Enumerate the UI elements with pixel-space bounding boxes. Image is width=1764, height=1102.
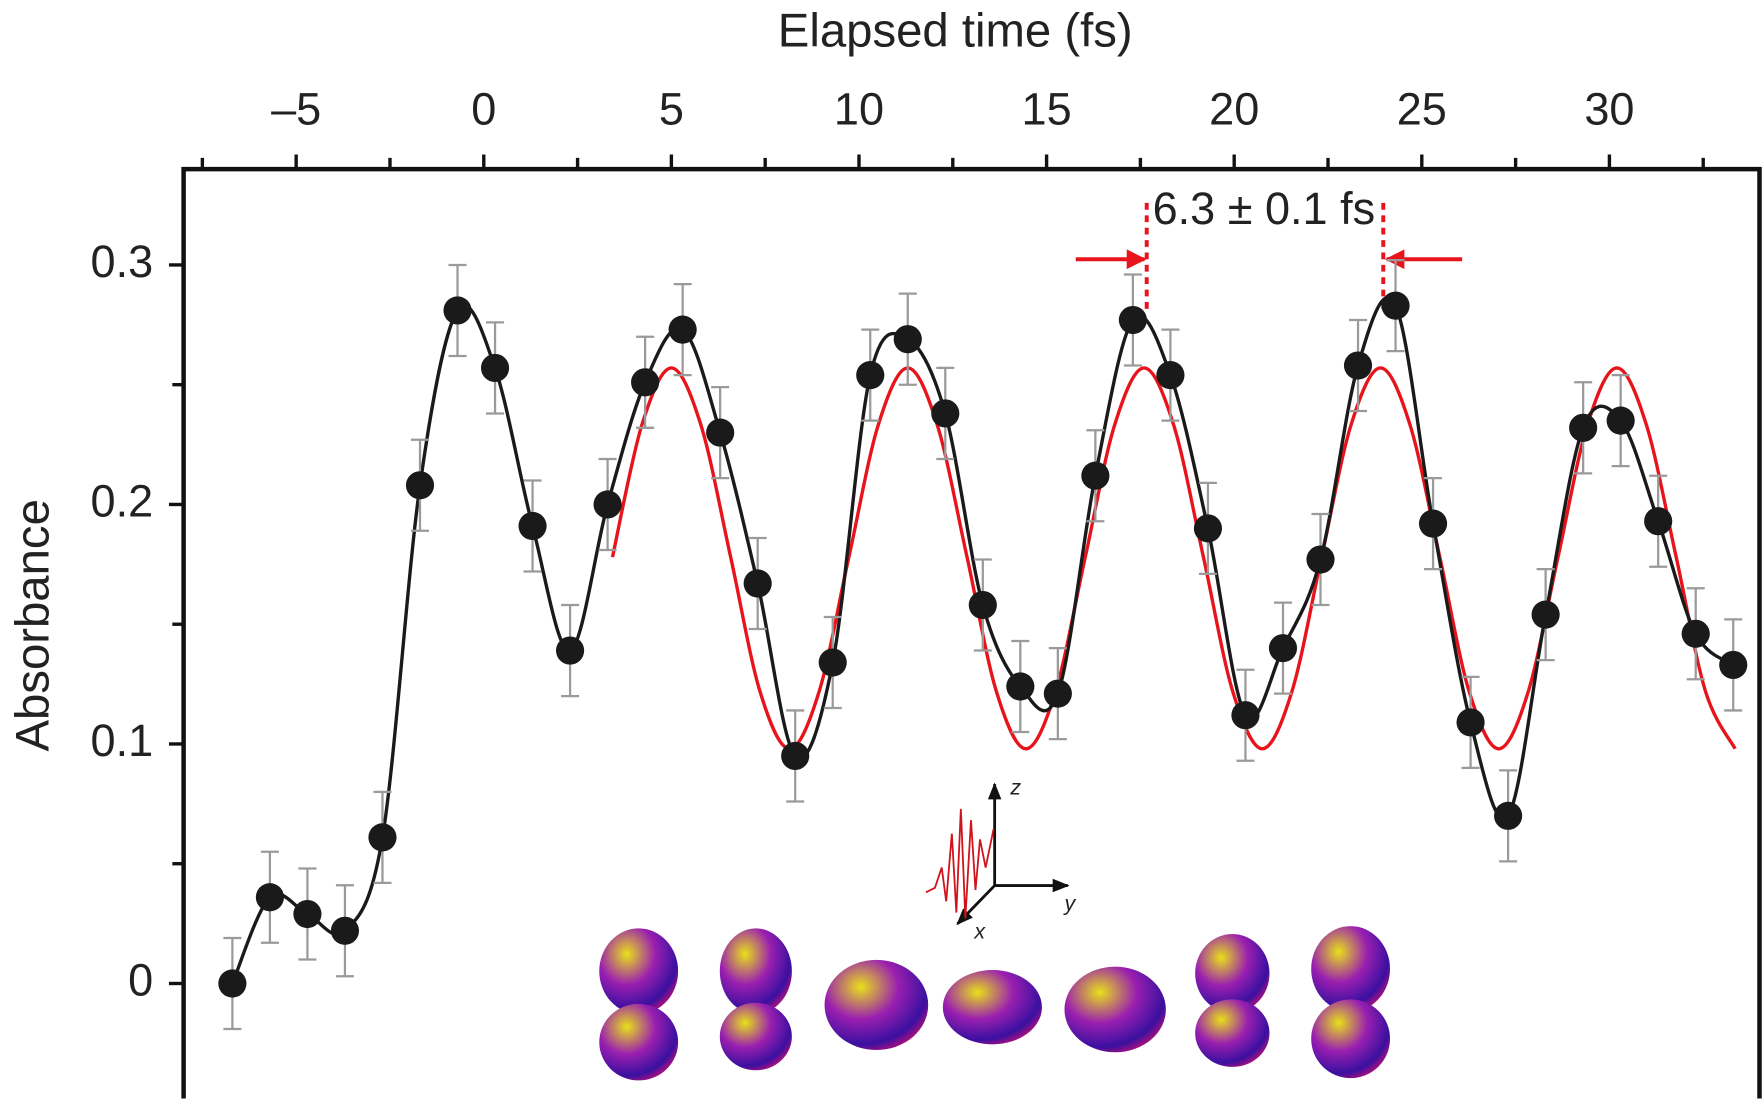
- x-tick-label: 30: [1584, 84, 1634, 135]
- data-point: [968, 590, 997, 620]
- x-tick-label: 15: [1022, 84, 1072, 135]
- data-point: [293, 899, 322, 929]
- data-point: [668, 315, 697, 344]
- data-point: [893, 325, 922, 354]
- orbital: [942, 970, 1042, 1045]
- orbital: [719, 1002, 792, 1071]
- data-point: [1081, 461, 1110, 490]
- x-tick-label: –5: [271, 84, 321, 135]
- x-tick-label: 5: [659, 84, 684, 135]
- data-point: [218, 969, 247, 998]
- data-point: [1644, 507, 1673, 536]
- data-point: [1306, 545, 1335, 574]
- data-point: [480, 353, 510, 383]
- data-point: [1681, 619, 1710, 648]
- data-point: [1193, 514, 1223, 543]
- axes: –5 0 5 10 15 20 25 30 0 0.1 0.2 0.3: [91, 84, 1762, 1099]
- data-point: [555, 636, 585, 665]
- orbital: [824, 959, 929, 1051]
- y-tick-label: 0.3: [91, 236, 154, 287]
- data-point: [368, 823, 397, 852]
- data-point: [1719, 650, 1748, 680]
- orbital: [1195, 933, 1270, 1013]
- orbital: [599, 1003, 679, 1081]
- orbital: [1311, 999, 1391, 1079]
- y-tick-label: 0.1: [91, 715, 154, 766]
- inset-axis-label: x: [973, 920, 986, 944]
- data-point: [1456, 708, 1485, 737]
- data-point: [856, 361, 885, 390]
- orbital: [599, 928, 679, 1014]
- data-point: [743, 569, 772, 598]
- y-axis-label: Absorbance: [7, 499, 60, 751]
- data-point: [1569, 413, 1598, 442]
- data-point: [1381, 291, 1410, 320]
- data-point: [1043, 679, 1072, 708]
- fit-curve: [610, 366, 1737, 751]
- data-point: [706, 418, 735, 447]
- data-point: [1606, 406, 1635, 435]
- data-point: [1531, 600, 1560, 629]
- orbital: [1311, 926, 1391, 1012]
- data-point: [1268, 634, 1298, 663]
- data-point: [781, 741, 810, 771]
- x-tick-label: 0: [471, 84, 496, 135]
- orbital: [1195, 999, 1270, 1067]
- inset-axis: [956, 884, 996, 926]
- data-point: [1231, 701, 1260, 730]
- data-point: [518, 511, 547, 541]
- data-point: [1006, 672, 1035, 701]
- data-point: [1494, 801, 1523, 830]
- data-point: [1343, 351, 1373, 380]
- orbital-inset: z y x: [599, 775, 1391, 1081]
- period-annotation: 6.3 ± 0.1 fs: [1075, 183, 1463, 314]
- data-point: [818, 648, 847, 677]
- data-point: [1418, 509, 1448, 538]
- data-point: [593, 490, 622, 519]
- x-tick-label: 20: [1209, 84, 1259, 135]
- data-point: [631, 368, 660, 397]
- light-pulse: [925, 808, 995, 919]
- x-tick-label: 25: [1397, 84, 1447, 135]
- y-tick-label: 0.2: [91, 475, 154, 526]
- data-point: [931, 399, 960, 428]
- inset-axis-label: y: [1062, 891, 1076, 915]
- period-label: 6.3 ± 0.1 fs: [1153, 183, 1376, 234]
- x-tick-label: 10: [834, 84, 884, 135]
- data-point: [443, 296, 472, 325]
- orbital: [719, 928, 792, 1014]
- data-point: [255, 883, 284, 912]
- plot-frame: [181, 166, 1762, 1099]
- data-point: [330, 916, 360, 945]
- data-point: [1118, 305, 1147, 335]
- data-point: [1156, 361, 1185, 390]
- orbital: [1064, 966, 1166, 1053]
- x-axis-label: Elapsed time (fs): [778, 4, 1133, 57]
- inset-axis-label: z: [1009, 775, 1021, 799]
- data-point: [405, 471, 435, 500]
- y-tick-label: 0: [128, 954, 153, 1005]
